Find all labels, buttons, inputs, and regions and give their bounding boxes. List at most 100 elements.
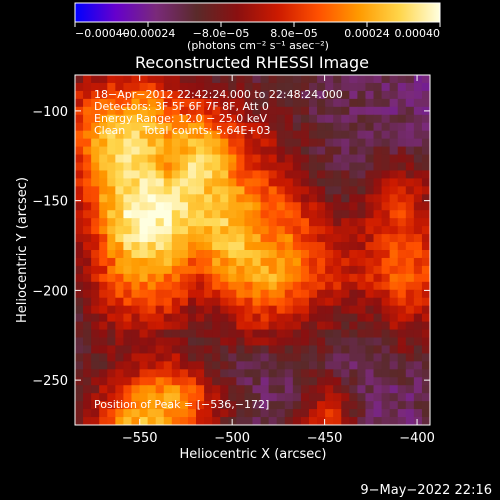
heatmap-cell [421, 401, 430, 410]
heatmap-cell [131, 337, 141, 347]
heatmap-cell [163, 250, 173, 259]
heatmap-cell [341, 106, 350, 116]
heatmap-cell [260, 178, 270, 187]
heatmap-cell [421, 281, 430, 291]
heatmap-cell [357, 218, 367, 227]
heatmap-cell [179, 242, 189, 251]
heatmap-cell [381, 114, 391, 124]
heatmap-cell [357, 417, 367, 425]
heatmap-cell [139, 273, 149, 283]
heatmap-cell [163, 401, 173, 410]
heatmap-cell [139, 210, 149, 219]
heatmap-cell [171, 138, 181, 148]
heatmap-cell [179, 122, 189, 132]
heatmap-cell [397, 329, 407, 339]
heatmap-cell [171, 106, 181, 116]
heatmap-cell [187, 154, 197, 164]
heatmap-cell [421, 242, 430, 251]
heatmap-cell [405, 345, 415, 354]
heatmap-cell [171, 329, 181, 339]
heatmap-cell [220, 265, 229, 275]
heatmap-cell [163, 82, 173, 92]
heatmap-cell [244, 82, 254, 92]
heatmap-cell [99, 313, 108, 323]
heatmap-cell [212, 114, 221, 124]
heatmap-cell [389, 202, 399, 211]
heatmap-cell [389, 369, 399, 378]
heatmap-cell [83, 90, 92, 100]
heatmap-cell [196, 361, 205, 370]
heatmap-cell [115, 162, 125, 172]
heatmap-cell [317, 98, 326, 108]
heatmap-cell [131, 106, 141, 116]
heatmap-cell [341, 273, 350, 283]
heatmap-cell [83, 361, 92, 370]
heatmap-cell [405, 409, 415, 418]
heatmap-cell [284, 194, 294, 203]
heatmap-cell [107, 250, 116, 259]
heatmap-cell [365, 106, 375, 116]
heatmap-cell [244, 305, 254, 315]
heatmap-cell [220, 353, 229, 362]
heatmap-cell [139, 265, 149, 275]
heatmap-cell [115, 289, 125, 299]
heatmap-cell [220, 273, 229, 283]
heatmap-cell [196, 297, 205, 307]
heatmap-cell [187, 82, 197, 92]
heatmap-cell [373, 289, 383, 299]
heatmap-cell [212, 202, 221, 211]
heatmap-cell [252, 409, 262, 418]
heatmap-cell [397, 218, 407, 227]
heatmap-cell [131, 329, 141, 339]
heatmap-cell [413, 75, 423, 84]
heatmap-cell [308, 297, 318, 307]
heatmap-cell [357, 210, 367, 219]
heatmap-cell [365, 194, 375, 203]
heatmap-cell [405, 146, 415, 156]
heatmap-cell [268, 369, 278, 378]
heatmap-cell [228, 257, 237, 267]
heatmap-cell [187, 305, 197, 315]
heatmap-cell [365, 226, 375, 235]
heatmap-cell [292, 186, 302, 195]
heatmap-cell [99, 385, 108, 394]
heatmap-cell [107, 202, 116, 211]
heatmap-cell [139, 178, 149, 187]
heatmap-cell [333, 234, 342, 243]
heatmap-cell [196, 90, 205, 100]
heatmap-cell [75, 409, 84, 418]
heatmap-cell [308, 377, 318, 386]
heatmap-cell [357, 122, 367, 132]
heatmap-cell [300, 146, 310, 156]
heatmap-cell [268, 75, 278, 84]
heatmap-cell [397, 242, 407, 251]
heatmap-cell [405, 377, 415, 386]
x-axis-ticks: −550 −500 −450 −400 [122, 75, 435, 446]
heatmap-cell [421, 186, 430, 195]
heatmap-cell [308, 265, 318, 275]
heatmap-cell [268, 401, 278, 410]
heatmap-cell [260, 289, 270, 299]
heatmap-cell [381, 226, 391, 235]
heatmap-cell [212, 90, 221, 100]
heatmap-cell [276, 273, 286, 283]
heatmap-cell [308, 361, 318, 370]
heatmap-cell [397, 409, 407, 418]
heatmap-cell [357, 162, 367, 172]
heatmap-cell [389, 273, 399, 283]
heatmap-cell [107, 98, 116, 108]
heatmap-cell [91, 114, 100, 124]
heatmap-cell [389, 170, 399, 179]
heatmap-cell [99, 337, 108, 347]
heatmap-cell [91, 234, 100, 243]
heatmap-cell [236, 210, 246, 219]
heatmap-cell [236, 321, 246, 331]
heatmap-cell [139, 162, 149, 172]
heatmap-cell [115, 361, 125, 370]
heatmap-cell [204, 114, 213, 124]
heatmap-cell [123, 385, 133, 394]
heatmap-cell [292, 265, 302, 275]
heatmap-cell [349, 114, 358, 124]
heatmap-cell [300, 257, 310, 267]
heatmap-cell [212, 265, 221, 275]
